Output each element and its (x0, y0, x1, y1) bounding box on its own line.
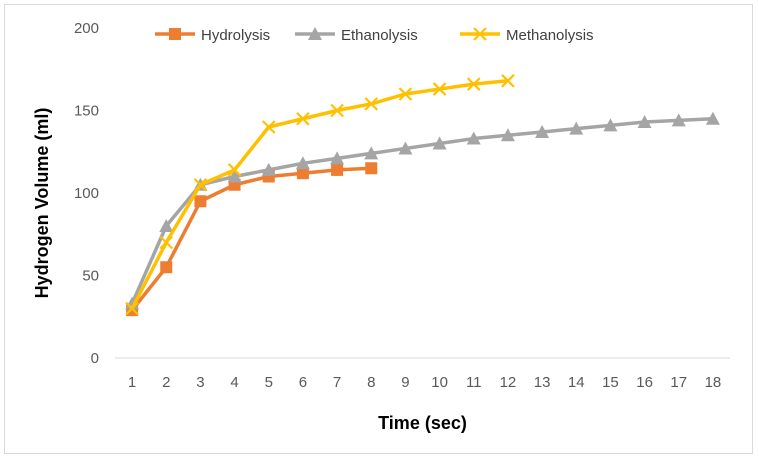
x-axis-ticks: 1 2 3 4 5 6 7 8 9 10 11 12 13 14 15 16 17 18 (128, 374, 721, 391)
x-tick-label: 17 (670, 374, 687, 391)
ethanolysis-point (227, 169, 242, 183)
methanolysis-point (125, 301, 139, 316)
hydrolysis-point (194, 195, 207, 208)
chart-frame (4, 4, 753, 454)
ethanolysis-point (159, 219, 174, 232)
legend-item-ethanolysis: Ethanolysis (295, 27, 418, 44)
y-tick-label: 100 (74, 185, 99, 202)
legend: Hydrolysis Ethanolysis Methanolysis (155, 27, 594, 44)
x-tick-label: 5 (265, 374, 273, 391)
x-tick-label: 14 (568, 374, 585, 391)
methanolysis-point (432, 82, 447, 96)
hydrolysis-point (160, 261, 173, 274)
ethanolysis-point (364, 146, 379, 160)
legend-item-hydrolysis: Hydrolysis (155, 27, 270, 44)
x-axis-title: Time (sec) (378, 413, 467, 433)
y-tick-label: 50 (82, 268, 99, 285)
methanolysis-point (501, 74, 515, 88)
legend-marker-methanolysis (473, 27, 487, 41)
x-tick-label: 18 (705, 374, 722, 391)
methanolysis-point (364, 97, 379, 111)
ethanolysis-point (432, 136, 447, 150)
x-tick-label: 10 (431, 374, 448, 391)
x-tick-label: 2 (162, 374, 170, 391)
ethanolysis-point (261, 162, 276, 176)
legend-item-methanolysis: Methanolysis (460, 27, 594, 44)
hydrolysis-point (365, 162, 378, 175)
ethanolysis-point (535, 124, 550, 138)
ethanolysis-point (466, 131, 481, 145)
methanolysis-point (159, 235, 174, 250)
legend-marker-ethanolysis (308, 27, 322, 40)
y-tick-label: 200 (74, 20, 99, 37)
ethanolysis-point (671, 113, 686, 127)
x-tick-label: 9 (401, 374, 409, 391)
ethanolysis-point (398, 141, 413, 155)
x-tick-label: 15 (602, 374, 619, 391)
methanolysis-point (466, 77, 481, 91)
methanolysis-point (193, 177, 208, 192)
x-tick-label: 4 (230, 374, 238, 391)
legend-label-hydrolysis: Hydrolysis (201, 27, 270, 44)
ethanolysis-point (705, 111, 720, 125)
x-tick-label: 1 (128, 374, 136, 391)
ethanolysis-line (130, 117, 714, 305)
methanolysis-line (130, 79, 509, 310)
methanolysis-point (398, 87, 413, 101)
series-layer (125, 74, 720, 317)
hydrolysis-point (296, 167, 309, 180)
x-tick-label: 6 (299, 374, 307, 391)
y-axis-title: Hydrogen Volume (ml) (32, 108, 52, 299)
ethanolysis-point (569, 121, 584, 135)
legend-marker-hydrolysis (169, 28, 181, 40)
y-axis-ticks: 0 50 100 150 200 (74, 20, 99, 367)
methanolysis-point (330, 103, 344, 118)
methanolysis-point (296, 111, 310, 126)
series-methanolysis (125, 74, 515, 316)
y-tick-label: 150 (74, 103, 99, 120)
x-tick-label: 3 (196, 374, 204, 391)
x-tick-label: 16 (636, 374, 653, 391)
x-tick-label: 12 (500, 374, 517, 391)
ethanolysis-point (330, 151, 345, 165)
x-tick-label: 7 (333, 374, 341, 391)
x-tick-label: 11 (466, 374, 482, 391)
series-ethanolysis (125, 111, 720, 310)
methanolysis-point (227, 163, 242, 177)
y-tick-label: 0 (91, 350, 99, 367)
methanolysis-point (261, 120, 276, 134)
legend-label-methanolysis: Methanolysis (506, 27, 594, 44)
hydrolysis-point (331, 163, 344, 176)
ethanolysis-point (500, 128, 515, 142)
ethanolysis-point (637, 115, 652, 129)
ethanolysis-point (295, 156, 310, 170)
legend-label-ethanolysis: Ethanolysis (341, 27, 418, 44)
ethanolysis-point (603, 118, 618, 132)
x-tick-label: 8 (367, 374, 375, 391)
x-tick-label: 13 (534, 374, 551, 391)
